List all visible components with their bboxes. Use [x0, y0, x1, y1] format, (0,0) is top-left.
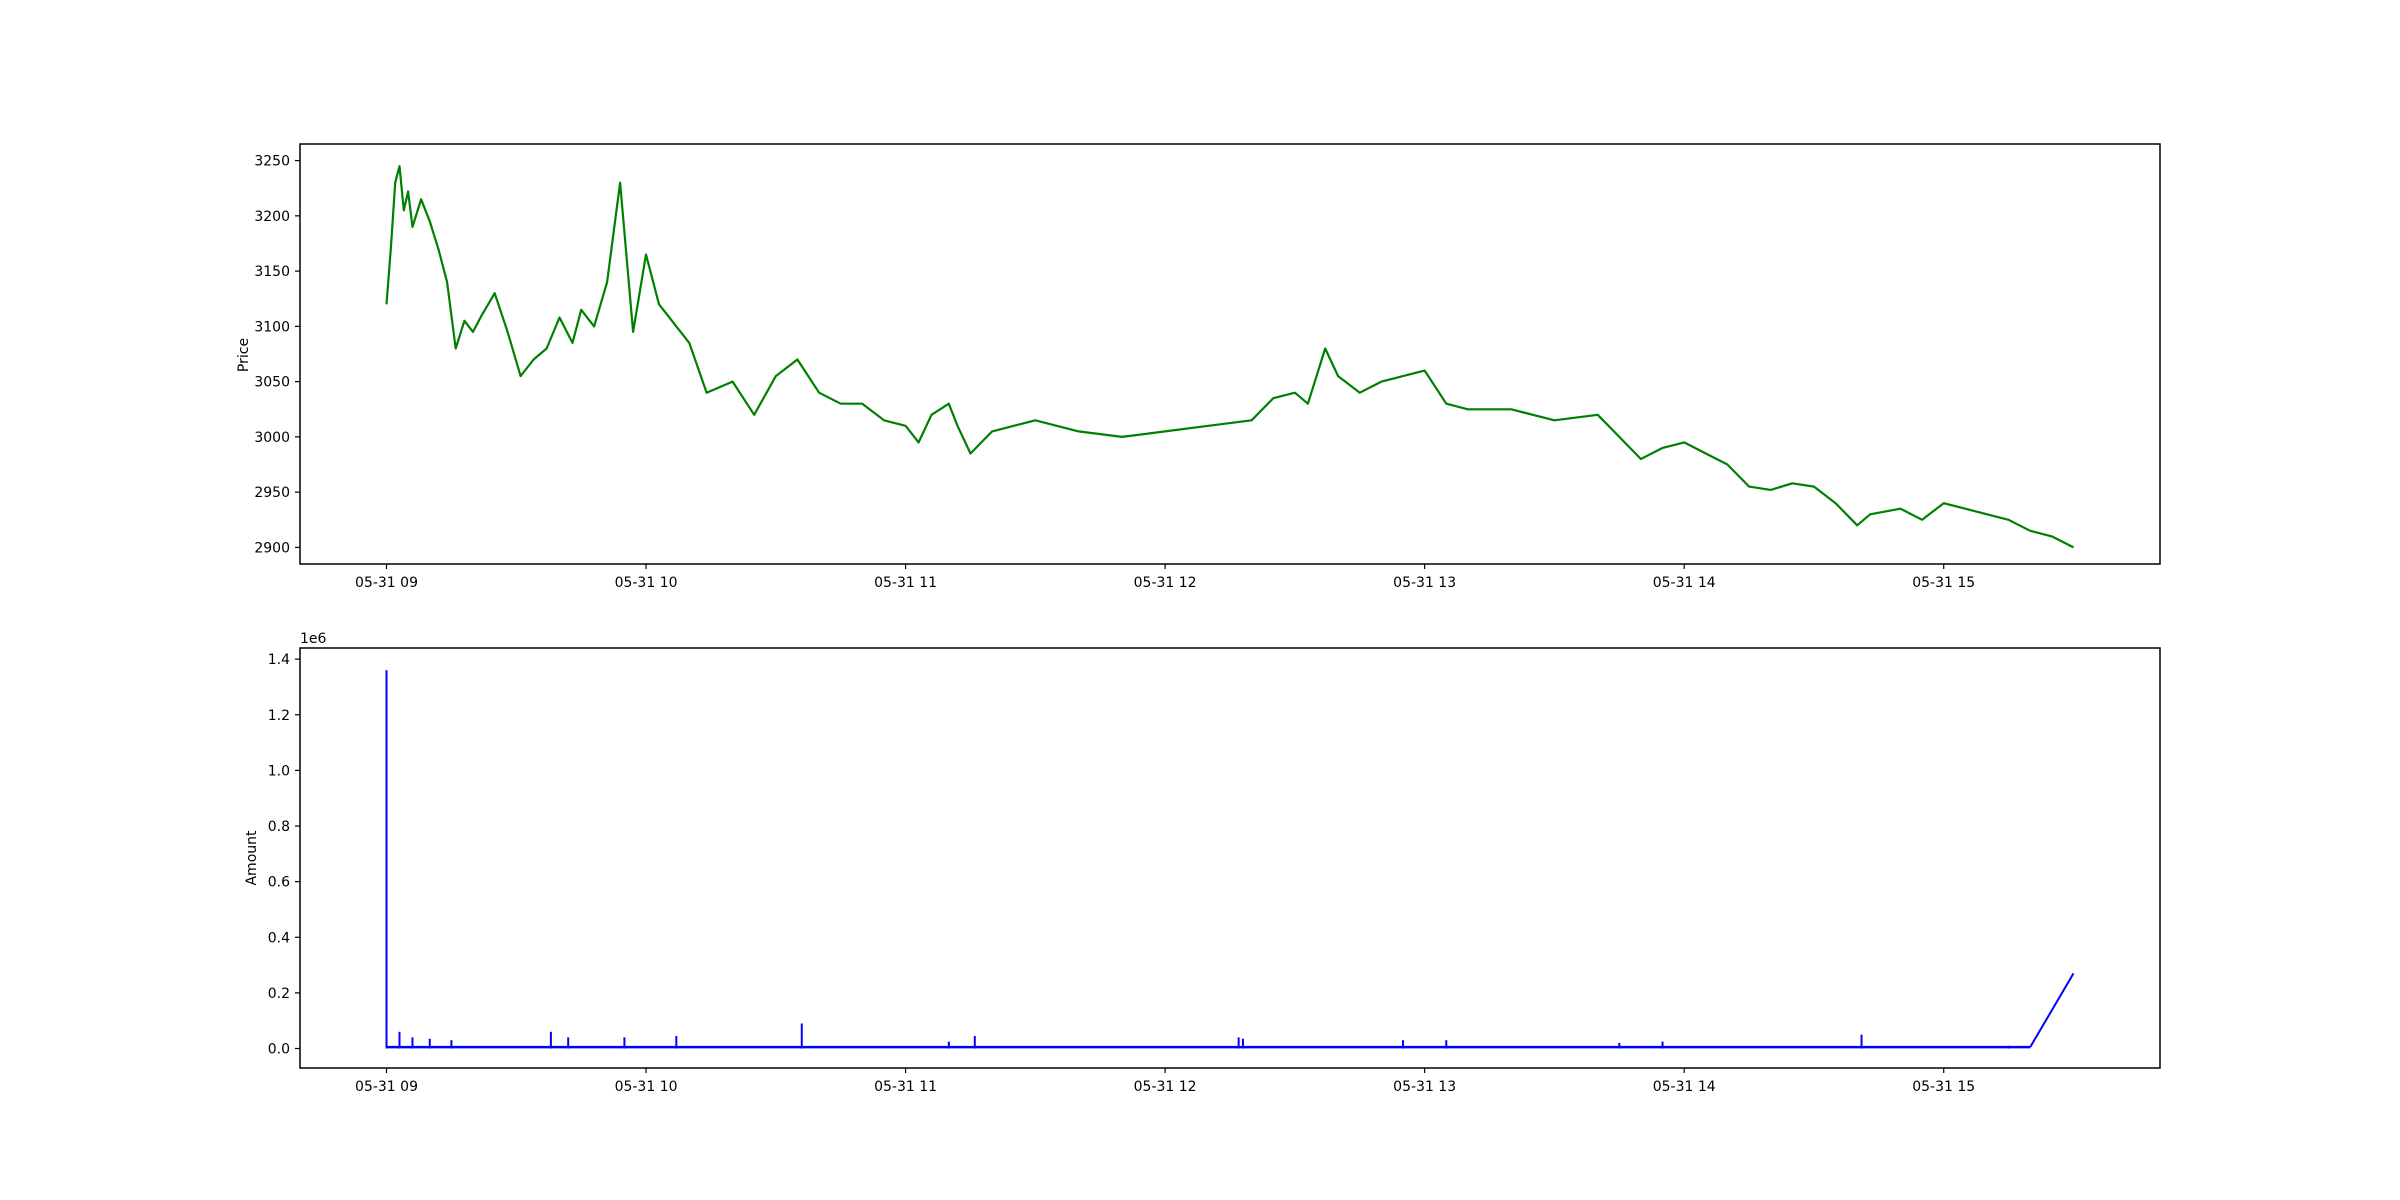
amount-chart: 0.0 0.2 0.4 0.6 0.8 1.0 1.2 1.4 05-31 09 05-31 1…: [244, 631, 2161, 1095]
y-tick-label: 3200: [254, 209, 290, 225]
amount-line-group: [385, 670, 2075, 1049]
y-tick-label: 2900: [254, 540, 290, 556]
y-tick-label: 3000: [254, 430, 290, 446]
x-tick-label: 05-31 09: [355, 575, 418, 591]
x-tick-label: 05-31 12: [1134, 1079, 1197, 1095]
amount-offset-text: 1e6: [300, 631, 327, 647]
amount-x-ticks: 05-31 09 05-31 10 05-31 11 05-31 12 05-31 13…: [355, 1068, 1975, 1095]
x-tick-label: 05-31 09: [355, 1079, 418, 1095]
price-series-line: [385, 165, 2074, 549]
x-tick-label: 05-31 13: [1393, 1079, 1456, 1095]
price-y-ticks: 2900 2950 3000 3050 3100 3150 3200 3250: [254, 154, 300, 556]
x-tick-label: 05-31 14: [1653, 575, 1716, 591]
y-tick-label: 0.0: [268, 1042, 290, 1058]
y-tick-label: 0.8: [268, 819, 290, 835]
x-tick-label: 05-31 15: [1912, 575, 1975, 591]
x-tick-label: 05-31 13: [1393, 575, 1456, 591]
x-tick-label: 05-31 11: [874, 1079, 937, 1095]
amount-y-ticks: 0.0 0.2 0.4 0.6 0.8 1.0 1.2 1.4: [268, 652, 300, 1058]
price-line-group: [385, 165, 2074, 549]
x-tick-label: 05-31 15: [1912, 1079, 1975, 1095]
y-tick-label: 1.2: [268, 708, 290, 724]
y-tick-label: 2950: [254, 485, 290, 501]
y-tick-label: 3150: [254, 264, 290, 280]
y-tick-label: 3100: [254, 319, 290, 335]
y-tick-label: 0.2: [268, 986, 290, 1002]
x-tick-label: 05-31 10: [615, 1079, 678, 1095]
price-x-ticks: 05-31 09 05-31 10 05-31 11 05-31 12 05-31 13…: [355, 564, 1975, 591]
y-tick-label: 0.6: [268, 875, 290, 891]
amount-tail-line: [2029, 972, 2075, 1048]
x-tick-label: 05-31 12: [1134, 575, 1197, 591]
y-tick-label: 3050: [254, 375, 290, 391]
x-tick-label: 05-31 10: [615, 575, 678, 591]
y-tick-label: 0.4: [268, 930, 290, 946]
y-tick-label: 3250: [254, 154, 290, 170]
price-axes-frame: [299, 143, 2161, 565]
amount-y-axis-label: Amount: [244, 830, 260, 886]
y-tick-label: 1.0: [268, 763, 290, 779]
price-chart: 2900 2950 3000 3050 3100 3150 3200 3250 05-31 0…: [236, 143, 2161, 591]
x-tick-label: 05-31 14: [1653, 1079, 1716, 1095]
y-tick-label: 1.4: [268, 652, 290, 668]
amount-axes-frame: [299, 647, 2161, 1069]
x-tick-label: 05-31 11: [874, 575, 937, 591]
price-y-axis-label: Price: [236, 338, 252, 372]
